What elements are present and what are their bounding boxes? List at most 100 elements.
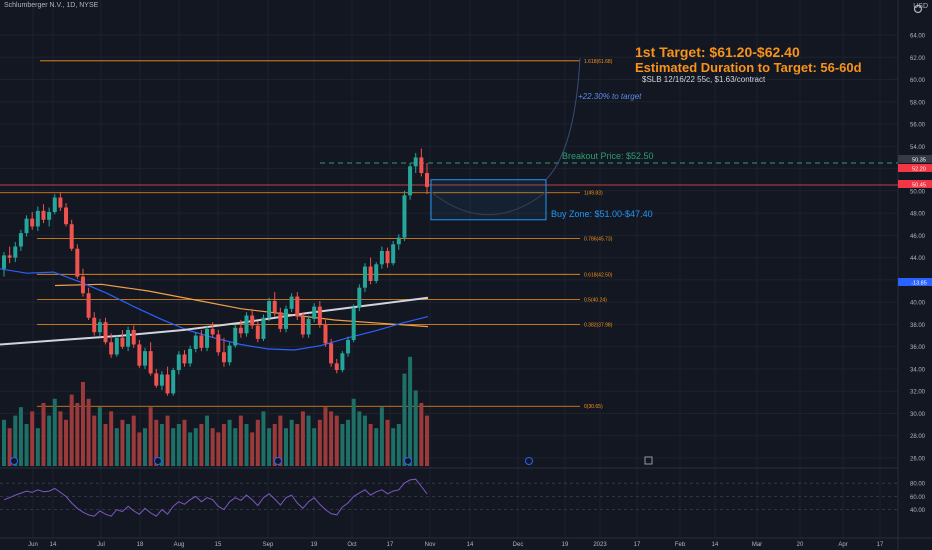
price-tick: 34.00 <box>910 367 926 373</box>
volume-bar <box>159 424 164 466</box>
volume-bar <box>165 415 170 466</box>
projection-curve <box>545 57 581 181</box>
candle-body <box>317 306 322 325</box>
candle-body <box>69 224 74 249</box>
candle-body <box>171 370 176 394</box>
volume-bar <box>58 411 63 466</box>
candle-body <box>64 207 69 225</box>
buy-zone-curve <box>430 191 547 216</box>
time-label: 14 <box>712 542 719 548</box>
candle-body <box>261 317 266 339</box>
volume-bar <box>306 415 311 466</box>
candle-body <box>267 301 272 318</box>
time-label: 14 <box>467 542 474 548</box>
price-tick: 50.00 <box>910 189 926 195</box>
volume-bar <box>52 398 57 466</box>
volume-bar <box>340 424 345 466</box>
volume-bar <box>210 428 215 466</box>
time-label: 17 <box>634 542 641 548</box>
volume-bar <box>329 411 334 466</box>
ma-white-line <box>0 296 429 346</box>
volume-bar <box>278 415 283 466</box>
event-marker-icon[interactable] <box>404 457 412 465</box>
candle-body <box>24 218 29 234</box>
volume-bar <box>379 407 384 466</box>
volume-bar <box>368 424 373 466</box>
volume-bar <box>137 432 142 466</box>
candle-body <box>165 374 170 394</box>
volume-bar <box>346 419 351 466</box>
volume-bar <box>148 407 153 466</box>
candle-body <box>419 157 424 174</box>
time-label: Mar <box>752 542 762 548</box>
ma-blue-line <box>0 268 429 351</box>
volume-bar <box>351 398 356 466</box>
price-tick: 56.00 <box>910 123 926 129</box>
volume-bar <box>176 424 181 466</box>
volume-bar <box>41 403 46 466</box>
candle-body <box>109 342 114 355</box>
earnings-marker-icon[interactable] <box>644 456 653 465</box>
buy-zone-box <box>430 179 547 221</box>
volume-bar <box>114 428 119 466</box>
rsi-line <box>3 478 428 517</box>
badge-tag <box>898 180 906 188</box>
candle-body <box>238 327 243 334</box>
fib-level-label: 0(30.65) <box>584 404 603 410</box>
volume-bar <box>357 411 362 466</box>
badge-tag <box>898 155 906 163</box>
volume-bar <box>171 428 176 466</box>
time-label: 17 <box>877 542 884 548</box>
volume-bar <box>267 428 272 466</box>
candle-body <box>120 337 125 347</box>
volume-bar <box>205 415 210 466</box>
currency-label: USD <box>913 3 928 10</box>
volume-bar <box>182 419 187 466</box>
event-marker-icon[interactable] <box>274 457 282 465</box>
candle-body <box>159 374 164 386</box>
candle-body <box>52 197 57 212</box>
time-label: 14 <box>50 542 57 548</box>
volume-bar <box>80 382 85 466</box>
volume-bar <box>86 398 91 466</box>
event-marker-icon[interactable] <box>525 457 533 465</box>
price-tick: 62.00 <box>910 56 926 62</box>
price-badge <box>906 164 932 172</box>
candle-body <box>250 315 255 326</box>
time-label: Aug <box>174 542 185 548</box>
volume-bar <box>199 424 204 466</box>
time-label: Dec <box>513 542 524 548</box>
candle-body <box>92 317 97 333</box>
time-label: Oct <box>347 542 357 548</box>
volume-bar <box>334 415 339 466</box>
candle-body <box>47 211 52 220</box>
candle-body <box>13 246 18 258</box>
candle-body <box>103 322 108 343</box>
rsi-tick: 60.00 <box>910 495 926 501</box>
candle-body <box>7 255 12 258</box>
candle-body <box>368 266 373 282</box>
candle-body <box>391 244 396 264</box>
volume-bar <box>227 419 232 466</box>
candle-body <box>126 329 131 347</box>
volume-bar <box>193 428 198 466</box>
volume-bar <box>250 432 255 466</box>
volume-bar <box>261 411 266 466</box>
volume-bar <box>188 432 193 466</box>
candle-body <box>176 354 181 371</box>
volume-bar <box>92 415 97 466</box>
candle-body <box>357 287 362 308</box>
fib-level-label: 1(49.83) <box>584 191 603 197</box>
price-badge <box>906 278 932 286</box>
candle-body <box>114 337 119 355</box>
volume-bar <box>284 428 288 466</box>
settings-gear-icon[interactable] <box>913 4 923 14</box>
candle-body <box>329 343 334 364</box>
volume-bar <box>97 407 102 466</box>
event-marker-icon[interactable] <box>10 457 18 465</box>
candle-body <box>272 301 277 313</box>
event-marker-icon[interactable] <box>154 457 162 465</box>
time-label: 19 <box>311 542 318 548</box>
badge-tag <box>898 278 906 286</box>
